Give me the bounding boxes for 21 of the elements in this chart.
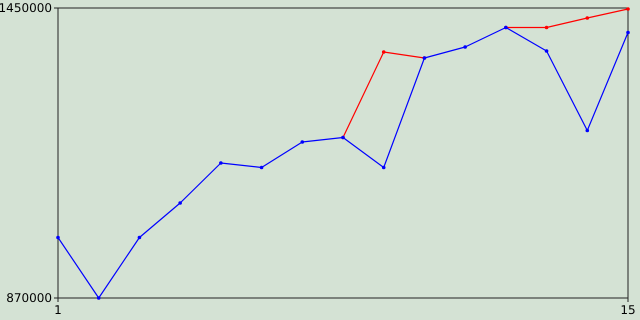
point xyxy=(463,45,467,49)
point xyxy=(260,166,264,170)
x-tick-label: 15 xyxy=(620,303,636,317)
line-series xyxy=(56,26,630,300)
point xyxy=(585,16,590,20)
point xyxy=(382,50,386,54)
point xyxy=(544,26,548,30)
point xyxy=(56,236,60,240)
point xyxy=(626,7,630,11)
point xyxy=(178,201,182,205)
y-tick-label: 870000 xyxy=(6,291,52,306)
point xyxy=(300,140,304,144)
point xyxy=(138,236,142,240)
point xyxy=(626,30,630,34)
point xyxy=(544,49,548,53)
point xyxy=(585,128,590,132)
point xyxy=(96,296,101,300)
point xyxy=(382,166,386,170)
x-tick-label: 1 xyxy=(54,303,62,317)
y-tick-label: 1450000 xyxy=(0,1,52,16)
point xyxy=(219,161,223,165)
